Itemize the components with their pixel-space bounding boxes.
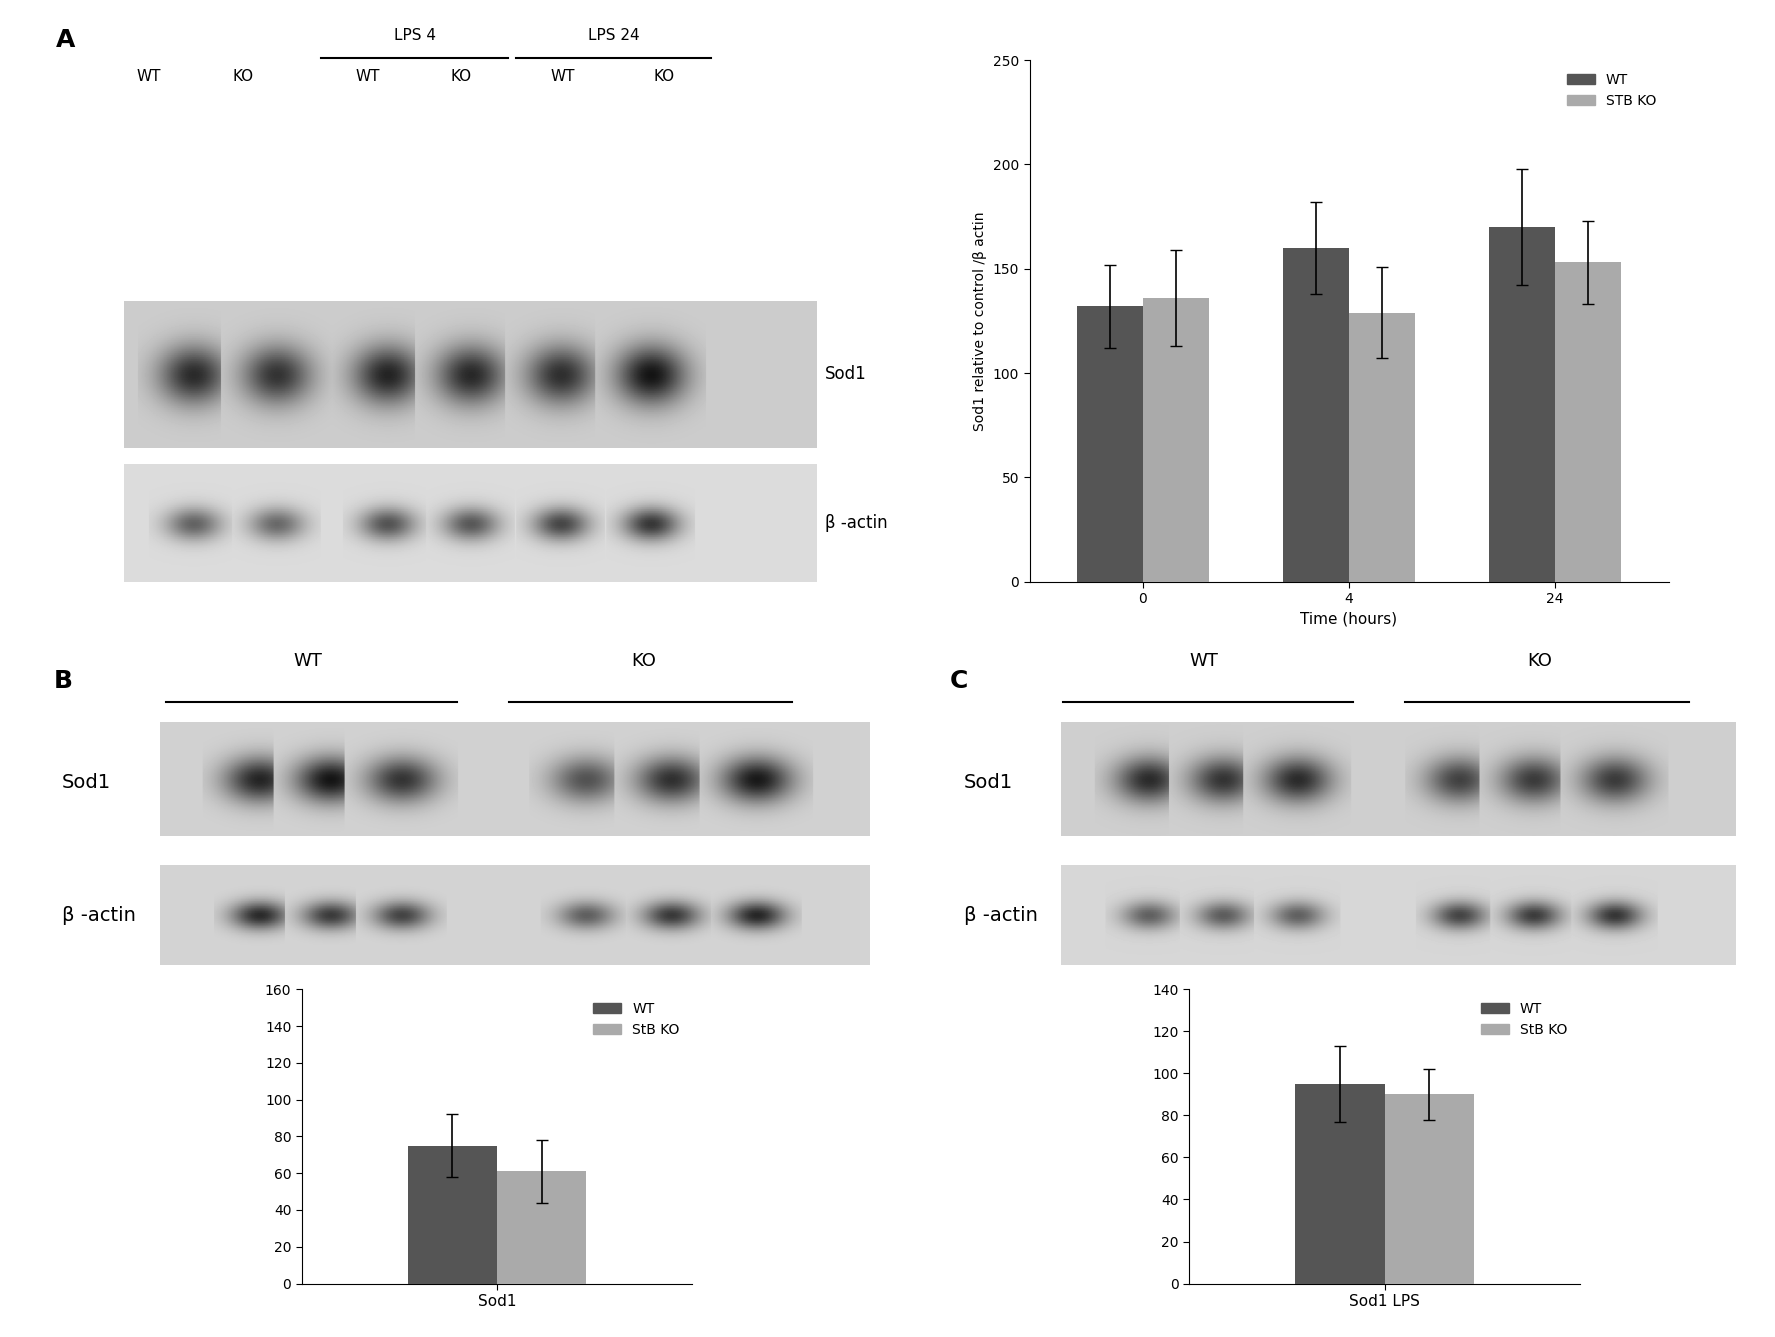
Bar: [1296, 1084, 1384, 1284]
Text: WT: WT: [355, 70, 380, 84]
Bar: [1077, 306, 1143, 582]
Text: WT: WT: [137, 70, 162, 84]
Text: KO: KO: [451, 70, 472, 84]
Legend: WT, STB KO: WT, STB KO: [1562, 67, 1661, 114]
Text: C: C: [950, 668, 967, 693]
Bar: [1143, 298, 1209, 582]
Text: KO: KO: [630, 652, 655, 670]
Bar: [1555, 262, 1621, 582]
X-axis label: Time (hours): Time (hours): [1301, 611, 1397, 627]
Bar: [1489, 227, 1555, 582]
Text: Sod1: Sod1: [62, 773, 112, 792]
Bar: [1384, 1095, 1473, 1284]
Text: β -actin: β -actin: [964, 906, 1038, 925]
Bar: [497, 1171, 586, 1284]
Bar: [1283, 247, 1349, 582]
Text: KO: KO: [653, 70, 675, 84]
Text: Sod1: Sod1: [825, 365, 868, 384]
Bar: [1349, 313, 1415, 582]
Text: β -actin: β -actin: [825, 513, 888, 532]
Y-axis label: Sod1 relative to control /β actin: Sod1 relative to control /β actin: [973, 211, 987, 431]
Bar: [408, 1146, 497, 1284]
Text: β -actin: β -actin: [62, 906, 137, 925]
Legend: WT, StB KO: WT, StB KO: [1475, 996, 1573, 1043]
Text: A: A: [55, 28, 75, 52]
Legend: WT, StB KO: WT, StB KO: [588, 996, 685, 1043]
Text: LPS 24: LPS 24: [588, 28, 639, 43]
Text: B: B: [53, 668, 73, 693]
Text: WT: WT: [1189, 652, 1219, 670]
Text: LPS 4: LPS 4: [394, 28, 435, 43]
Text: WT: WT: [550, 70, 575, 84]
Text: WT: WT: [293, 652, 323, 670]
Text: KO: KO: [233, 70, 254, 84]
Text: Sod1: Sod1: [964, 773, 1014, 792]
Text: KO: KO: [1526, 652, 1551, 670]
